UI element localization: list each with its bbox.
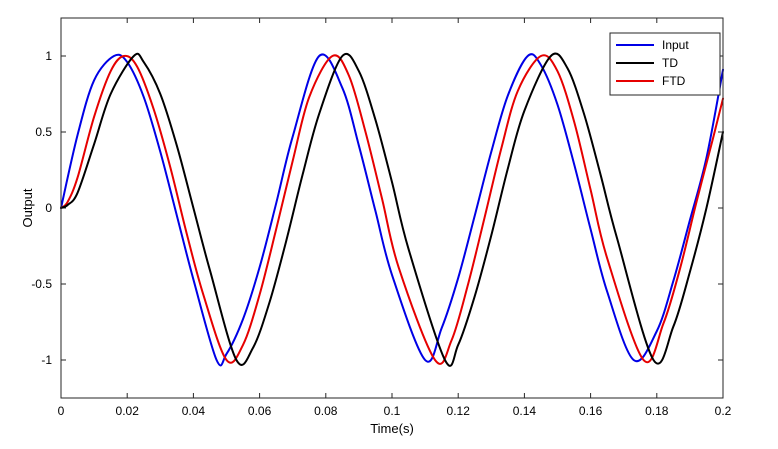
legend: Input TD FTD [609,32,721,96]
legend-label-input: Input [662,38,689,52]
y-axis-label: Output [20,188,35,227]
y-tick-label: -0.5 [31,277,52,291]
x-axis-label: Time(s) [370,421,414,436]
x-tick-label: 0.04 [182,404,206,418]
x-tick-label: 0.12 [447,404,471,418]
axis-ticks: 0 0.02 0.04 0.06 0.08 0.1 0.12 0.14 0.16 0.18 0.2 -… [31,18,732,418]
x-tick-label: 0 [58,404,65,418]
series-line-td [60,52,724,367]
x-tick-label: 0.02 [116,404,140,418]
x-tick-label: 0.06 [248,404,272,418]
legend-label-td: TD [662,56,678,70]
plot-area-frame [60,17,724,399]
y-tick-label: -1 [41,353,52,367]
series-line-ftd [60,54,724,365]
series-line-input [60,53,724,367]
y-tick-label: 0 [45,201,52,215]
x-tick-label: 0.14 [513,404,537,418]
x-tick-label: 0.1 [384,404,401,418]
y-tick-label: 1 [45,49,52,63]
legend-label-ftd: FTD [662,74,686,88]
x-tick-label: 0.2 [715,404,732,418]
y-tick-label: 0.5 [35,125,52,139]
x-tick-label: 0.18 [645,404,669,418]
x-tick-label: 0.16 [579,404,603,418]
series-lines [60,52,724,367]
x-tick-label: 0.08 [314,404,338,418]
